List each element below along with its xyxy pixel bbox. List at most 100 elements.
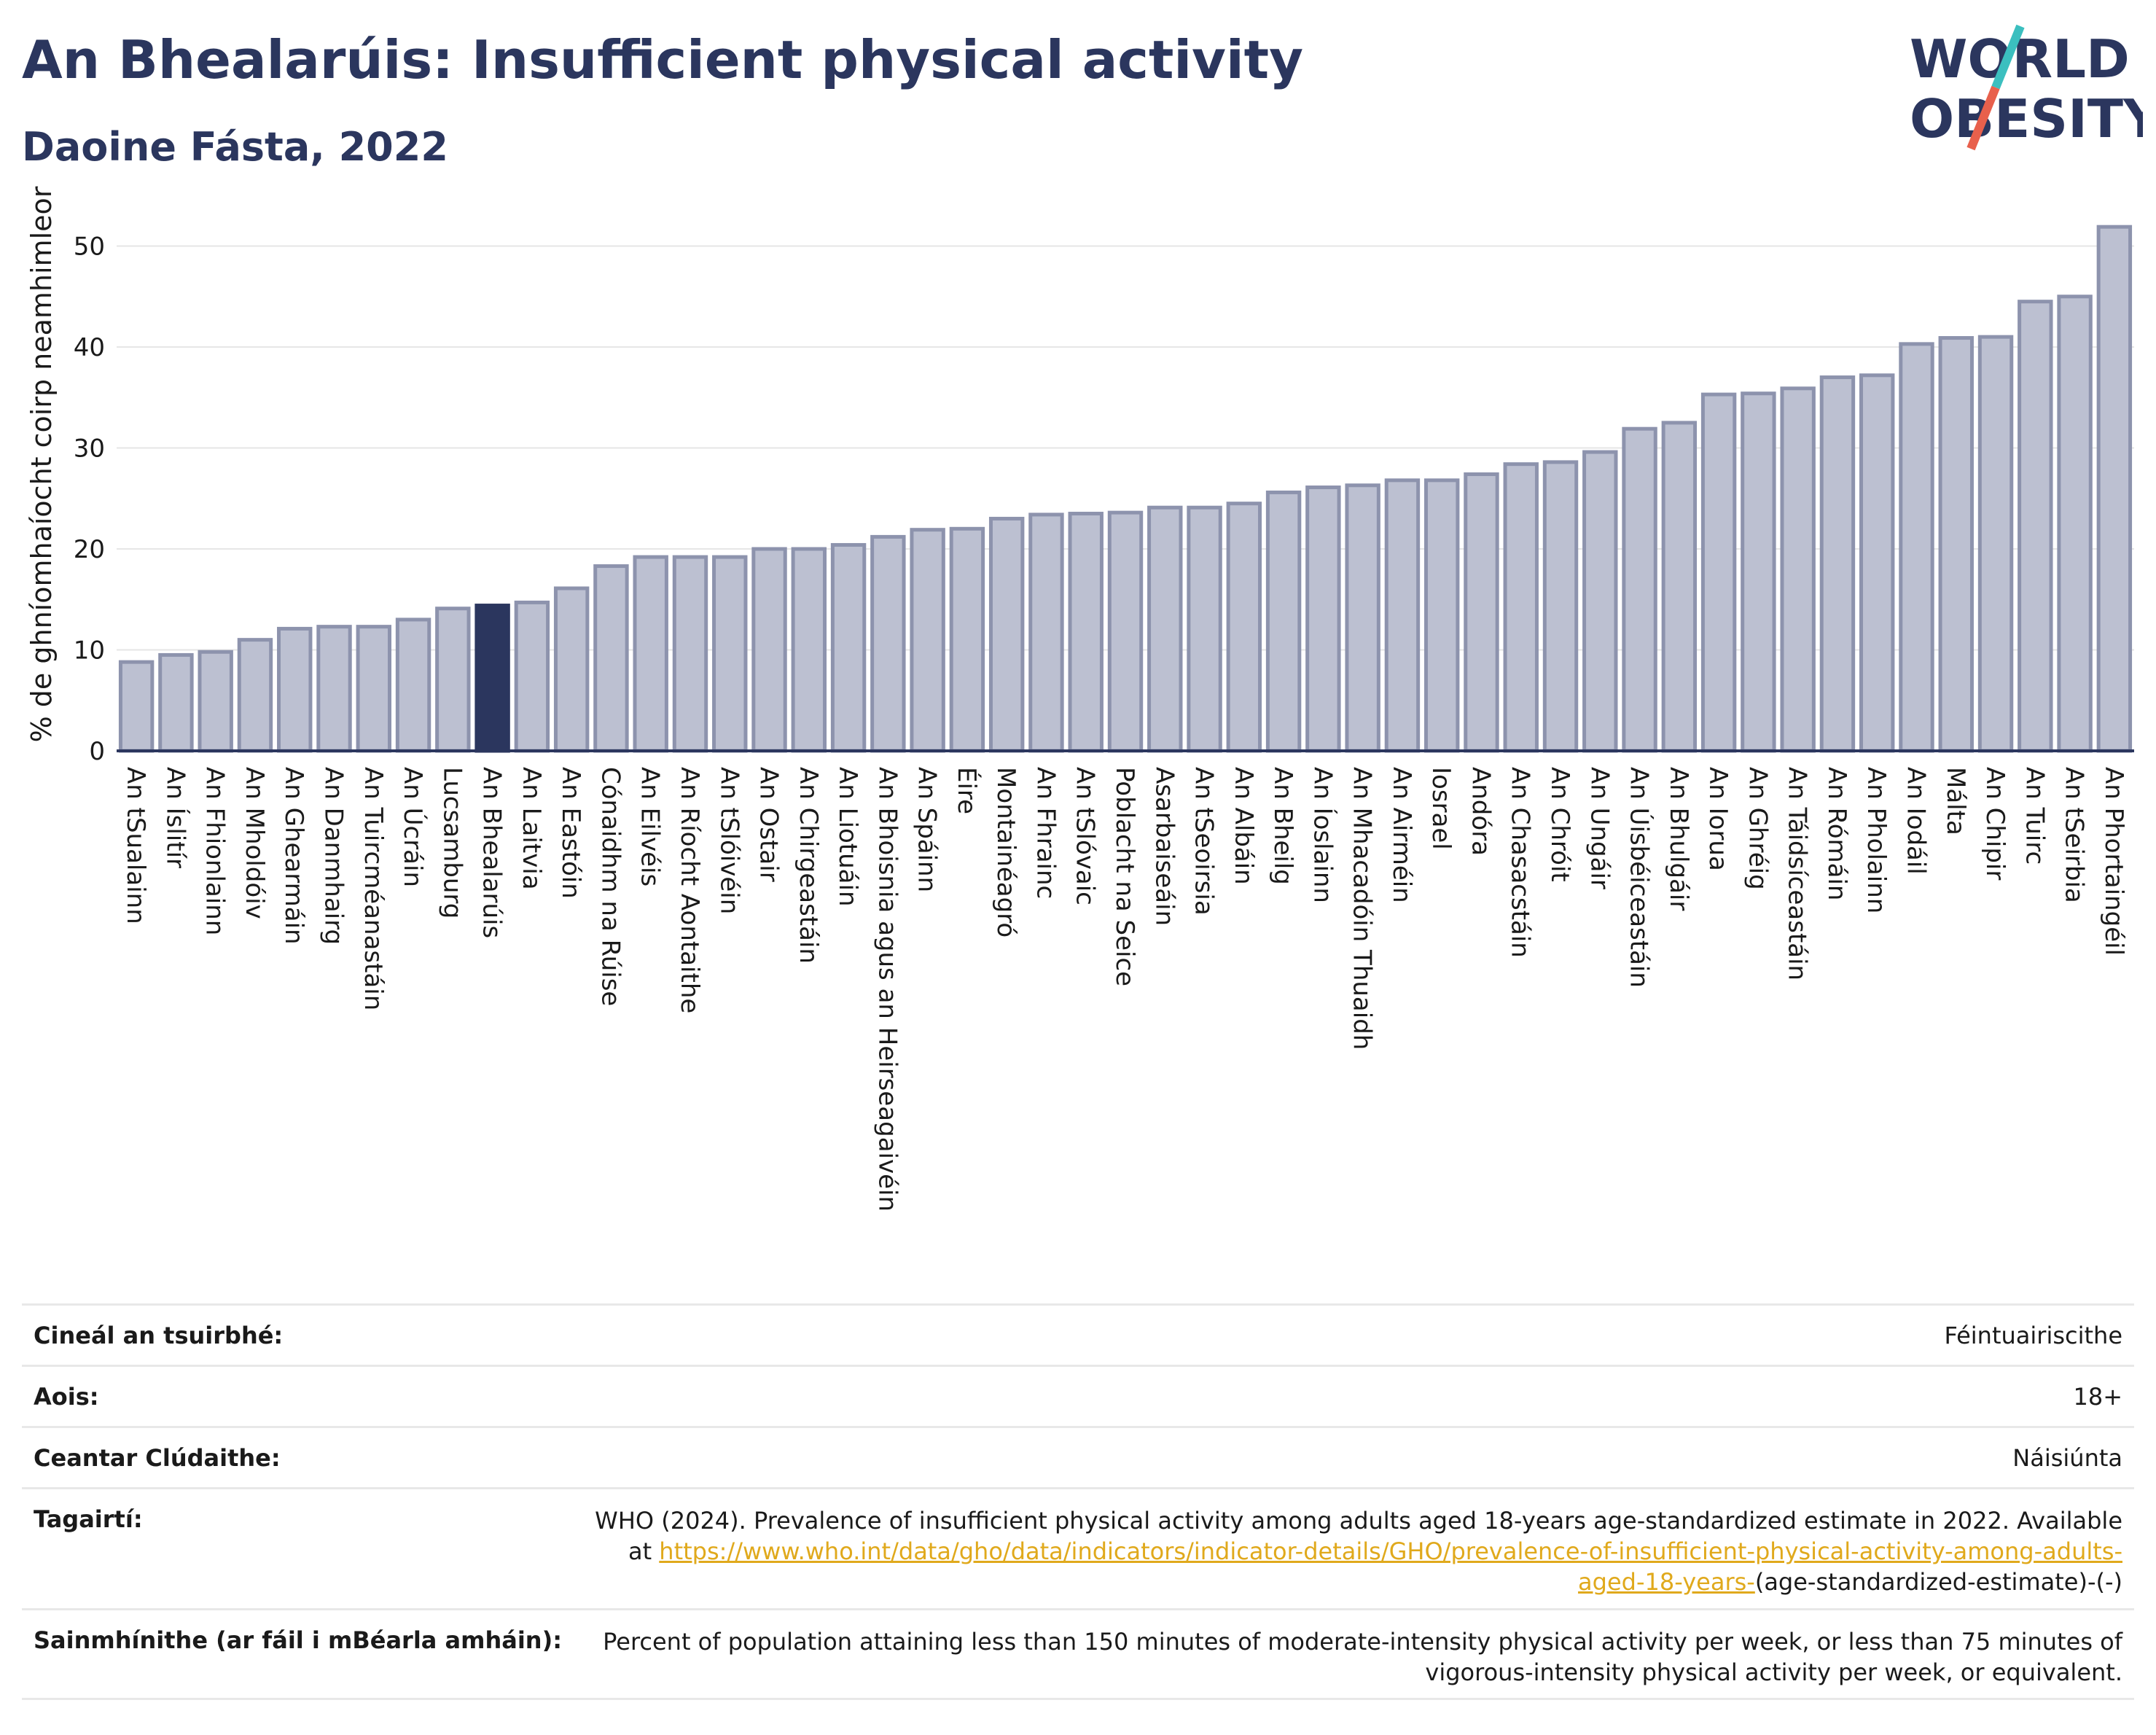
- meta-value: 18+: [2073, 1382, 2122, 1411]
- bar: [949, 526, 985, 753]
- x-tick-label: An Fhrainc: [1031, 767, 1060, 899]
- x-tick-label: An Spáinn: [913, 767, 942, 892]
- y-tick-label: 30: [74, 434, 105, 464]
- bar: [1859, 373, 1895, 753]
- bar: [1107, 510, 1144, 753]
- bar: [2057, 295, 2093, 753]
- x-tick-label: An tSlóvaic: [1071, 767, 1100, 905]
- x-tick-label: An Úisbéiceastáin: [1625, 767, 1655, 988]
- x-tick-label: An tSlóivéin: [714, 767, 743, 914]
- bar: [1147, 505, 1183, 753]
- bar: [633, 555, 668, 753]
- logo-line-obesity: OBESITY: [1910, 88, 2143, 149]
- bar-chart: 0 10 20 30 40 50 An tSualainn An Íslitír An Fhio…: [26, 186, 2134, 1212]
- x-tick-label: Poblacht na Seice: [1110, 767, 1139, 986]
- x-tick-label: An Pholainn: [1862, 767, 1891, 913]
- bar: [593, 564, 629, 753]
- bar: [1345, 483, 1380, 753]
- bar: [870, 534, 906, 753]
- bar: [910, 528, 945, 753]
- y-axis-label: % de ghníomhaíocht coirp neamhimleor: [26, 186, 58, 742]
- x-tick-label: Iosrael: [1426, 767, 1456, 850]
- bar: [1265, 490, 1302, 753]
- x-tick-label: An Táidsíceastáin: [1783, 767, 1812, 980]
- bar: [1423, 478, 1460, 753]
- x-tick-label: Cónaidhm na Rúise: [595, 767, 625, 1006]
- meta-label: Aois:: [34, 1382, 99, 1411]
- meta-row-survey-type: Cineál an tsuirbhé: Féintuairiscithe: [22, 1303, 2134, 1365]
- meta-label: Tagairtí:: [34, 1505, 143, 1533]
- bar: [1780, 386, 1816, 753]
- x-tick-label: An Eilvéis: [636, 767, 665, 886]
- bar: [1977, 335, 2014, 753]
- bar: [1938, 336, 1974, 753]
- bar: [712, 555, 748, 753]
- x-tick-label: An Laitvia: [517, 767, 546, 890]
- bar: [988, 516, 1025, 753]
- meta-value: Féintuairiscithe: [1944, 1321, 2122, 1349]
- world-obesity-logo: WORLD OBESITY: [1910, 24, 2143, 151]
- x-tick-label: An Íoslainn: [1308, 767, 1337, 903]
- meta-row-definitions: Sainmhínithe (ar fáil i mBéarla amháin):…: [22, 1608, 2134, 1700]
- bar: [672, 555, 708, 753]
- bar: [830, 542, 867, 753]
- x-tick-label: An Mholdóiv: [240, 767, 269, 919]
- bar: [1384, 478, 1421, 753]
- x-tick-label: An Albáin: [1229, 767, 1258, 885]
- references-text: WHO (2024). Prevalence of insufficient p…: [595, 1507, 2122, 1565]
- x-tick-label: An Fhionlainn: [200, 767, 230, 935]
- x-tick-label: An Chasacstáin: [1506, 767, 1535, 958]
- bar: [1661, 421, 1698, 753]
- x-tick-label: An Tuircméanastáin: [359, 767, 388, 1010]
- x-tick-label: An Ungáir: [1585, 767, 1614, 889]
- x-tick-label: An tSeoirsia: [1190, 767, 1219, 916]
- x-tick-label: Málta: [1941, 767, 1970, 835]
- x-tick-label: An Chróit: [1545, 767, 1574, 882]
- bar: [514, 600, 550, 753]
- bar: [1503, 462, 1539, 753]
- bar: [1226, 502, 1262, 753]
- bar: [1187, 505, 1222, 753]
- bar: [118, 660, 155, 753]
- bar: [356, 625, 391, 753]
- bar: [1622, 426, 1657, 753]
- x-tick-label: An tSualainn: [121, 767, 150, 924]
- bar: [1542, 460, 1579, 753]
- bar: [1582, 450, 1618, 753]
- x-tick-label: An Bhoisnia agus an Heirseagaivéin: [872, 767, 902, 1212]
- x-tick-label: An Mhacadóin Thuaidh: [1348, 767, 1377, 1050]
- meta-row-area-covered: Ceantar Clúdaithe: Náisiúnta: [22, 1426, 2134, 1487]
- bar: [158, 652, 194, 753]
- references-link[interactable]: https://www.who.int/data/gho/data/indica…: [659, 1537, 2122, 1596]
- bar: [1305, 486, 1341, 753]
- x-tick-label: An Ghearmáin: [279, 767, 308, 945]
- definitions-value: Percent of population attaining less tha…: [603, 1628, 2122, 1686]
- bar: [553, 586, 590, 753]
- x-tick-label: An Íslitír: [160, 767, 190, 868]
- metadata-table: Cineál an tsuirbhé: Féintuairiscithe Aoi…: [22, 1303, 2134, 1700]
- x-tick-label: An Iodáil: [1901, 767, 1930, 875]
- bar: [1068, 512, 1104, 753]
- bar: [316, 625, 352, 753]
- x-tick-label: An Eastóin: [556, 767, 585, 899]
- x-tick-label: An Bhealarúis: [477, 767, 507, 938]
- x-tick-label: An Chirgeastáin: [794, 767, 823, 964]
- bar: [751, 547, 787, 753]
- x-tick-label: An Bhulgáir: [1664, 767, 1693, 911]
- x-tick-label: An Bheilg: [1268, 767, 1297, 885]
- x-tick-label: An Danmhairg: [319, 767, 348, 945]
- meta-label: Cineál an tsuirbhé:: [34, 1321, 284, 1349]
- y-tick-label: 20: [74, 535, 105, 564]
- x-tick-label: An Rómáin: [1822, 767, 1851, 900]
- bar: [1741, 391, 1776, 753]
- meta-row-references: Tagairtí: WHO (2024). Prevalence of insu…: [22, 1487, 2134, 1608]
- x-tick-label: Andóra: [1466, 767, 1495, 856]
- bar: [1464, 472, 1499, 753]
- bar: [1700, 392, 1737, 753]
- bar-highlight: [474, 604, 510, 753]
- bar: [237, 638, 273, 753]
- x-tick-label: An tSeirbia: [2060, 767, 2089, 903]
- references-suffix: (age-standardized-estimate)-(-): [1754, 1568, 2122, 1596]
- y-tick-label: 50: [74, 233, 105, 262]
- logo-slash-teal: [1991, 24, 2025, 90]
